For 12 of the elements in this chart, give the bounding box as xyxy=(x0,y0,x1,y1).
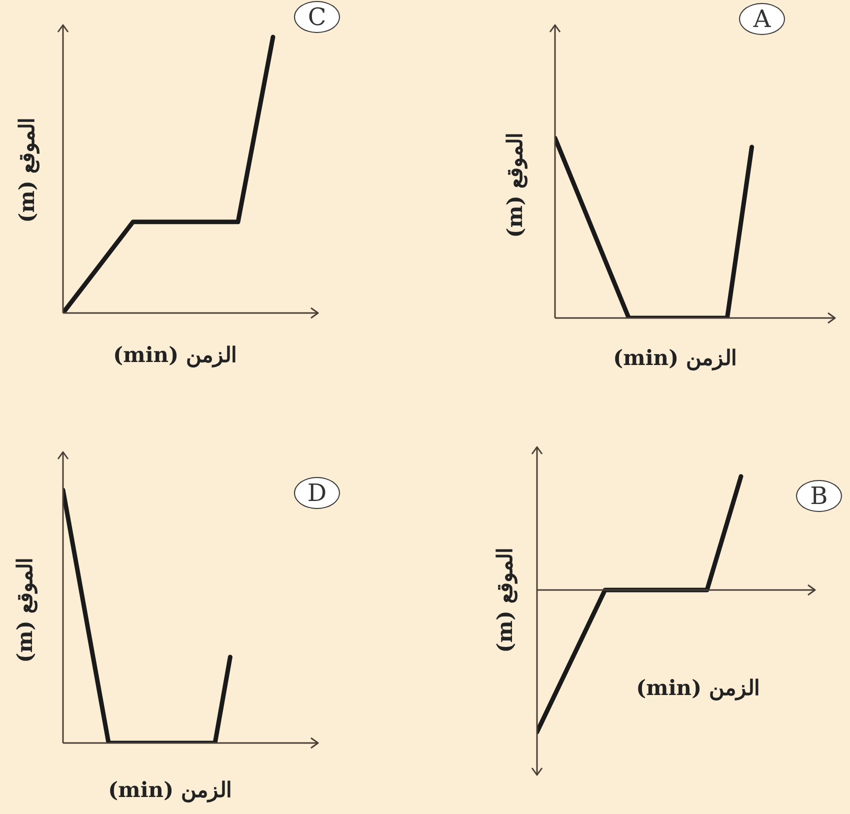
y-axis-title: الموقع (m) xyxy=(11,556,38,665)
chart-title: A xyxy=(739,3,785,35)
y-axis-title: الموقع (m) xyxy=(13,116,40,225)
x-axis-title: الزمن (min) xyxy=(635,674,761,702)
y-axis-title: الموقع (m) xyxy=(501,131,528,240)
x-axis-title: الزمن (min) xyxy=(112,341,238,370)
chart-title: D xyxy=(294,477,340,509)
chart-title: C xyxy=(294,1,340,33)
x-axis-title: الزمن (min) xyxy=(612,344,738,372)
y-axis-title: الموقع (m) xyxy=(491,546,518,655)
x-axis-title: الزمن (min) xyxy=(107,776,233,804)
chart-title: B xyxy=(796,480,842,512)
